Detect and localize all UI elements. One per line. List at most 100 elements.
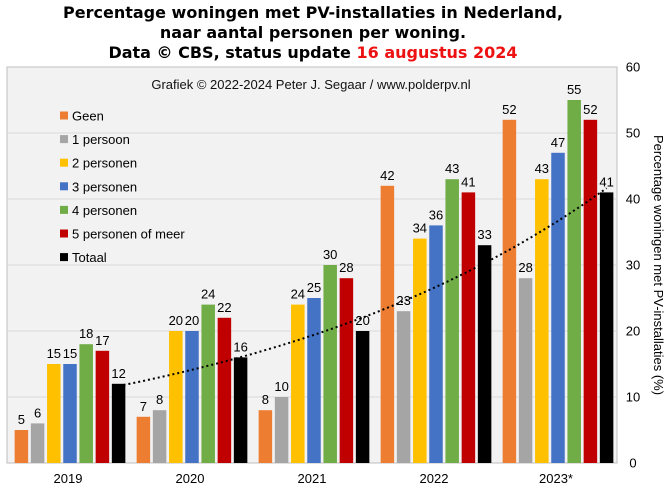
chart-title-line-3: Data © CBS, status update 16 augustus 20… <box>108 43 517 62</box>
legend-swatch <box>60 158 68 167</box>
bar-value-label: 10 <box>274 379 288 394</box>
bar <box>583 119 598 464</box>
bar <box>477 245 492 463</box>
bar-value-label: 20 <box>355 313 369 328</box>
bar-value-label: 22 <box>217 300 231 315</box>
legend-swatch <box>60 182 68 191</box>
bar-value-label: 52 <box>502 102 516 117</box>
bar <box>95 350 110 463</box>
bar <box>185 331 199 463</box>
chart-title-date: 16 augustus 2024 <box>356 43 517 62</box>
bar-value-label: 8 <box>262 392 269 407</box>
bar-value-label: 5 <box>18 412 25 427</box>
bar <box>307 298 321 463</box>
legend-swatch <box>60 229 68 238</box>
x-tick-label: 2019 <box>54 471 83 486</box>
legend-label: 4 personen <box>72 203 137 218</box>
chart-credit: Grafiek © 2022-2024 Peter J. Segaar / ww… <box>151 77 470 92</box>
legend-swatch <box>60 111 68 120</box>
bar <box>201 304 215 463</box>
bar-value-label: 33 <box>477 227 491 242</box>
chart-title-line-1: Percentage woningen met PV-installaties … <box>63 3 563 22</box>
legend-label: 5 personen of meer <box>72 227 185 242</box>
y-tick-label: 30 <box>626 258 640 273</box>
bar <box>63 364 77 463</box>
bar <box>502 119 517 464</box>
x-tick-label: 2021 <box>298 471 327 486</box>
bar <box>152 410 167 463</box>
bar <box>339 278 354 463</box>
bar-value-label: 41 <box>599 174 613 189</box>
x-tick-label: 2022 <box>420 471 449 486</box>
bar-value-label: 34 <box>413 221 427 236</box>
legend-label: 1 persoon <box>72 132 130 147</box>
bar <box>551 152 565 464</box>
y-tick-label: 20 <box>626 324 640 339</box>
bar <box>217 317 232 463</box>
chart-title-source: Data © CBS, status update <box>108 43 356 62</box>
bar <box>396 311 411 463</box>
y-tick-label: 60 <box>626 60 640 75</box>
bar-value-label: 43 <box>445 161 459 176</box>
bar-value-label: 42 <box>380 168 394 183</box>
y-tick-label: 10 <box>626 390 640 405</box>
bar-value-label: 16 <box>233 339 247 354</box>
legend-swatch <box>60 135 68 144</box>
bar-value-label: 52 <box>583 102 597 117</box>
bar-value-label: 25 <box>307 280 321 295</box>
bar <box>111 383 126 463</box>
legend-label: Geen <box>72 109 104 124</box>
legend-swatch <box>60 253 68 262</box>
bar <box>47 364 61 463</box>
legend-swatch <box>60 205 68 214</box>
bar <box>323 265 337 463</box>
bar-value-label: 18 <box>79 326 93 341</box>
bars <box>14 100 614 464</box>
bar-value-label: 12 <box>111 366 125 381</box>
legend-label: Totaal <box>72 250 107 265</box>
bar <box>79 344 93 463</box>
bar <box>355 331 370 463</box>
bar <box>518 278 533 463</box>
legend-label: 3 personen <box>72 179 137 194</box>
bar-value-label: 23 <box>396 293 410 308</box>
bar-value-label: 7 <box>140 399 147 414</box>
bar <box>599 192 614 463</box>
bar <box>169 331 183 463</box>
bar-value-label: 17 <box>95 333 109 348</box>
bar-value-label: 20 <box>169 313 183 328</box>
y-tick-label: 50 <box>626 126 640 141</box>
bar-value-label: 15 <box>47 346 61 361</box>
bar <box>30 423 45 463</box>
x-tick-label: 2023* <box>539 471 573 486</box>
y-tick-label: 40 <box>626 192 640 207</box>
bar-value-label: 30 <box>323 247 337 262</box>
bar <box>429 225 443 463</box>
bar <box>291 304 305 463</box>
bar-value-label: 36 <box>429 207 443 222</box>
bar <box>274 397 289 463</box>
bar-value-label: 47 <box>551 135 565 150</box>
chart-title-line-2: naar aantal personen per woning. <box>160 23 466 42</box>
x-tick-label: 2020 <box>176 471 205 486</box>
bar <box>233 357 248 463</box>
bar-value-label: 55 <box>567 82 581 97</box>
bar <box>567 100 581 463</box>
legend: Geen 1 persoon 2 personen 3 personen 4 perso… <box>60 109 185 265</box>
bar <box>461 192 476 463</box>
y-tick-label: 0 <box>629 456 636 471</box>
bar <box>14 430 29 463</box>
bar-value-label: 6 <box>34 405 41 420</box>
bar <box>136 416 151 463</box>
bar-value-label: 28 <box>518 260 532 275</box>
bar-value-label: 43 <box>535 161 549 176</box>
bar <box>413 238 427 463</box>
bar-value-label: 8 <box>156 392 163 407</box>
bar-value-label: 24 <box>201 287 215 302</box>
bar-value-label: 24 <box>291 287 305 302</box>
bar-value-label: 41 <box>461 174 475 189</box>
bar <box>258 410 273 463</box>
legend-label: 2 personen <box>72 156 137 171</box>
